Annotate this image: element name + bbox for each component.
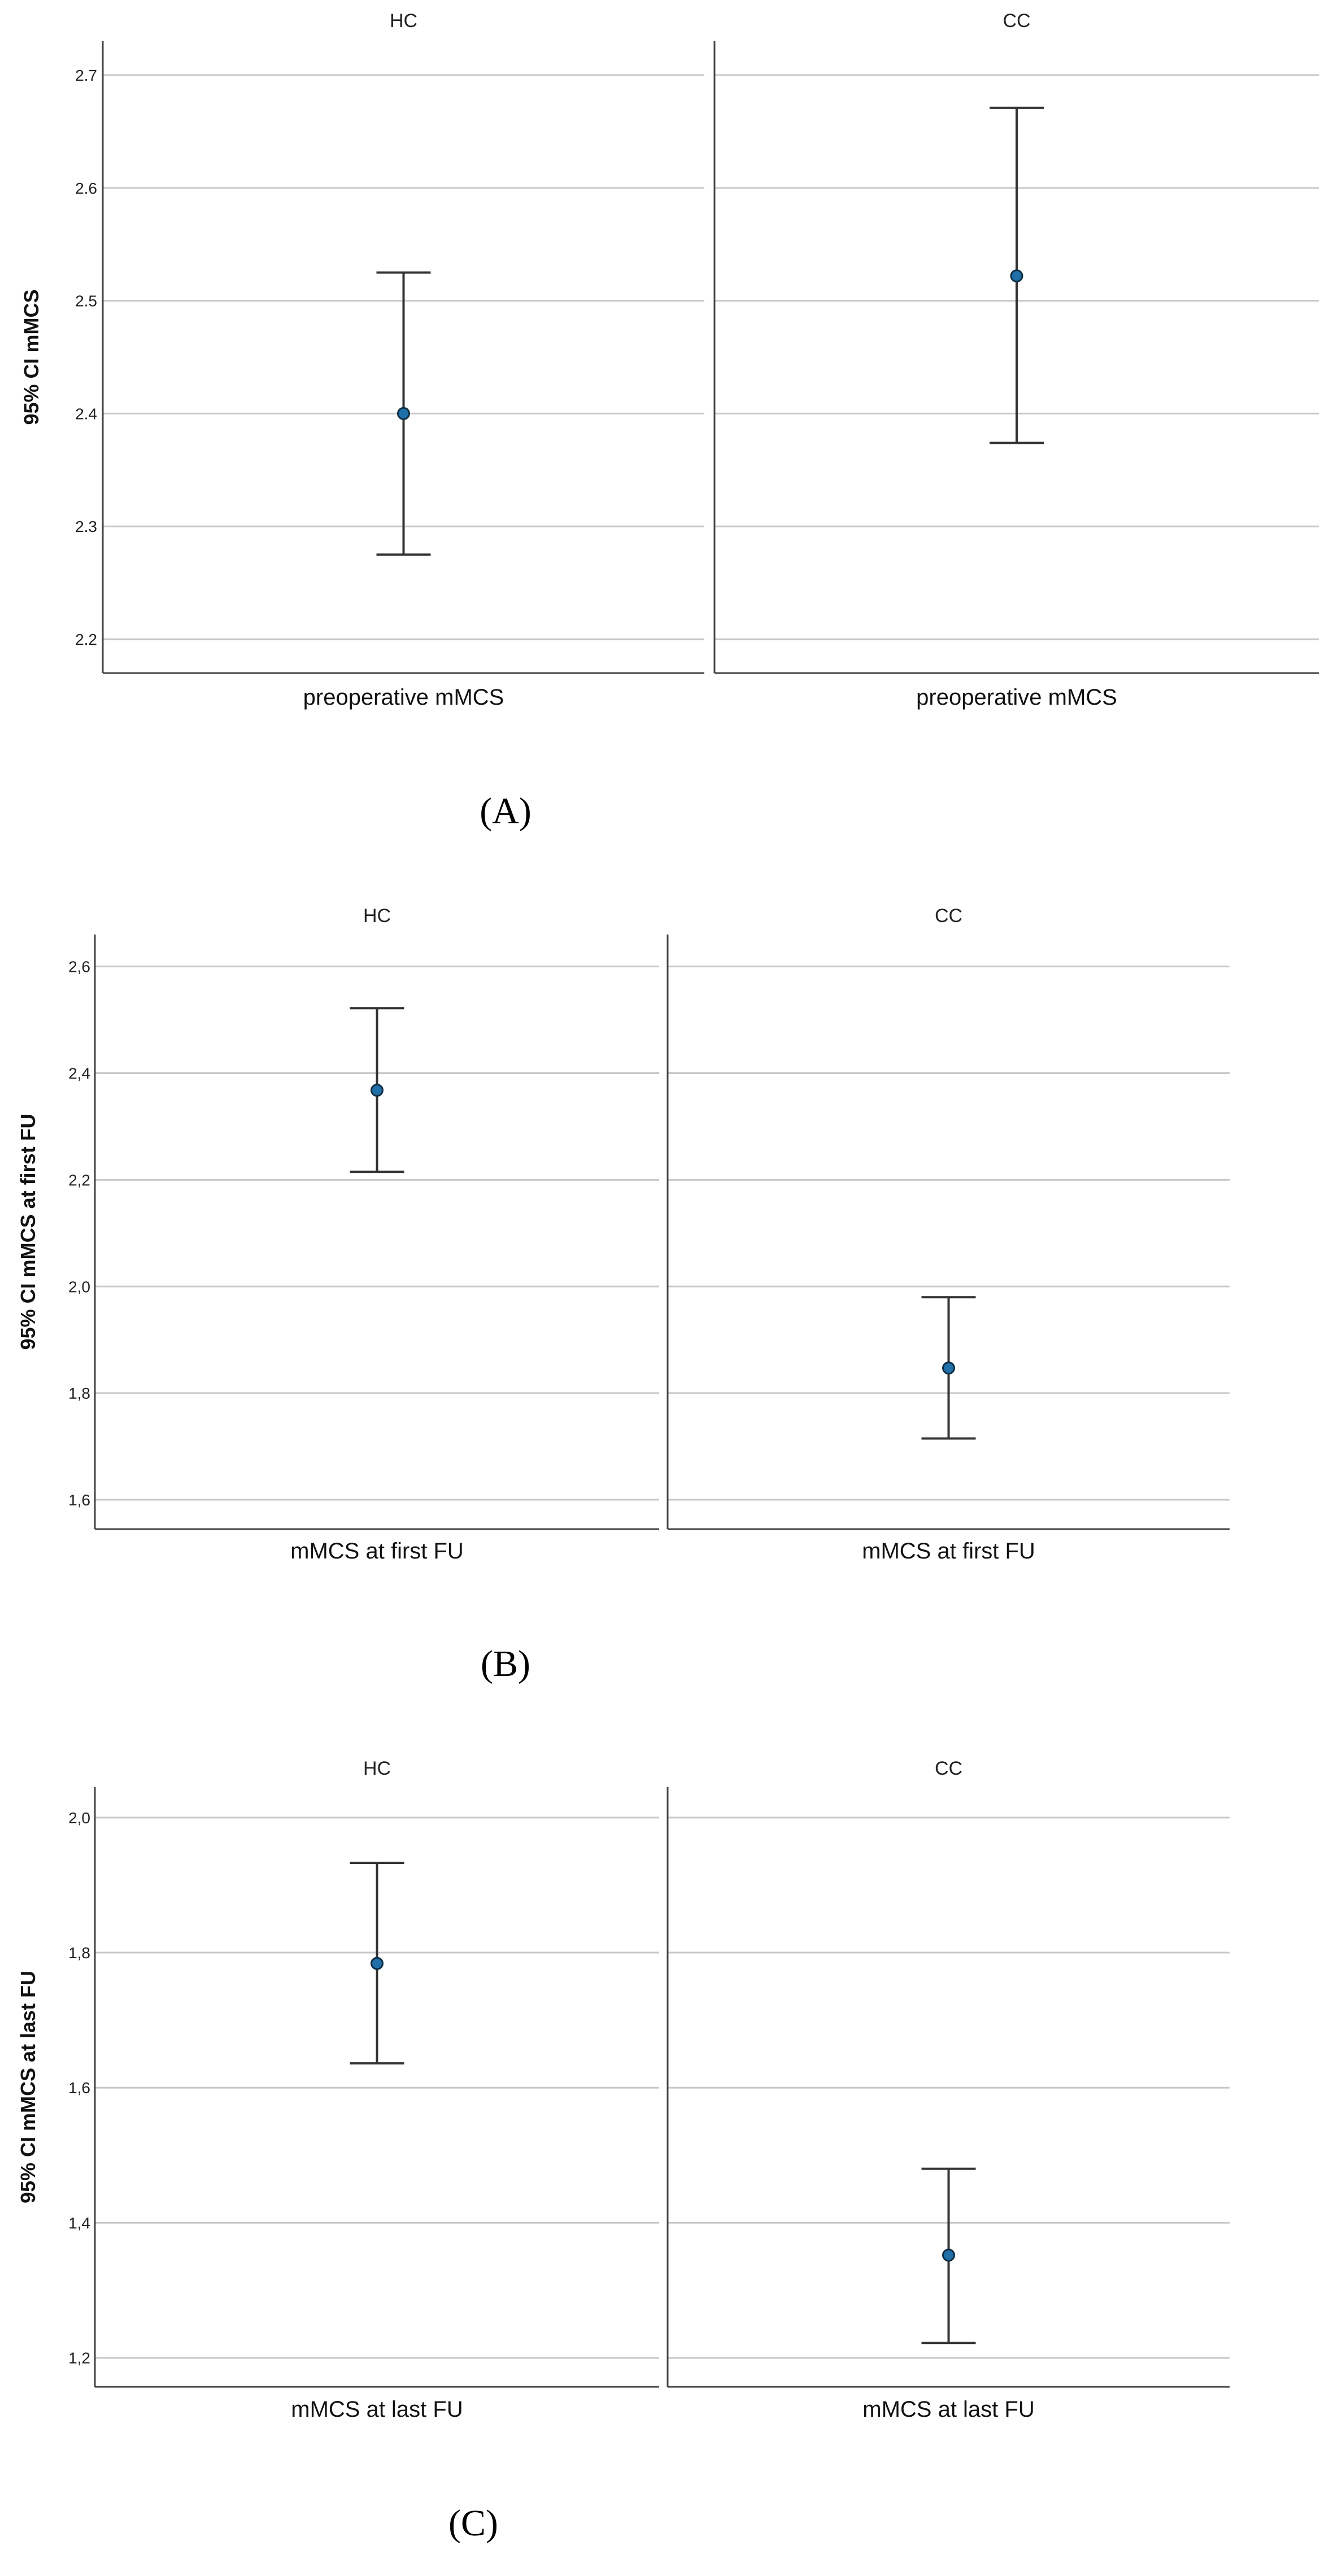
mean-point [1010, 269, 1023, 283]
mean-point [942, 1361, 955, 1375]
panel-cc: CC mMCS at first FU [666, 905, 1230, 1564]
panel-title: HC [390, 10, 417, 32]
y-tick-label: 1,2 [68, 2350, 90, 2367]
x-axis-label: mMCS at last FU [291, 2397, 463, 2422]
panel-title: HC [363, 1758, 391, 1779]
panel-title: CC [935, 1758, 962, 1779]
y-tick-label: 1,4 [68, 2214, 90, 2232]
x-axis-label: preoperative mMCS [916, 685, 1117, 710]
mean-point [371, 1084, 384, 1097]
panel-caption: (B) [481, 1643, 530, 1684]
panel-hc: HC mMCS at first FU [94, 905, 659, 1564]
panel-cc: CC preoperative mMCS [713, 10, 1319, 710]
panel-caption: (C) [448, 2503, 498, 2544]
y-tick-label: 2.7 [75, 67, 97, 84]
chart-a: HC preoperative mMCS CC preoperative mMCS 2.… [20, 10, 1319, 832]
y-tick-label: 2,4 [68, 1065, 90, 1082]
x-axis-label: mMCS at first FU [290, 1539, 464, 1564]
panel-title: CC [935, 905, 962, 927]
chart-c: HC mMCS at last FU CC mMCS at last FU 1,2 1,4… [16, 1758, 1230, 2544]
panel-hc: HC preoperative mMCS [102, 10, 704, 710]
mean-point [397, 407, 410, 420]
y-tick-label: 2,6 [68, 958, 90, 976]
y-tick-label: 2.5 [75, 292, 97, 310]
mean-point [371, 1957, 384, 1970]
y-tick-label: 2.6 [75, 180, 97, 197]
y-tick-label: 2,0 [68, 1809, 90, 1827]
panel-hc: HC mMCS at last FU [94, 1758, 659, 2422]
y-axis-label: 95% CI mMCS [20, 289, 43, 425]
y-axis-label: 95% CI mMCS at last FU [16, 1971, 40, 2203]
panel-caption: (A) [480, 791, 531, 832]
x-axis-label: mMCS at last FU [862, 2397, 1034, 2422]
x-axis-label: preoperative mMCS [303, 685, 504, 710]
chart-b: HC mMCS at first FU CC mMCS at first FU 1,6 1… [16, 905, 1230, 1684]
y-tick-label: 1,8 [68, 1944, 90, 1962]
panel-title: HC [363, 905, 391, 927]
y-tick-label: 1,6 [68, 1491, 90, 1509]
x-axis-label: mMCS at first FU [862, 1539, 1035, 1564]
y-tick-label: 2,2 [68, 1171, 90, 1189]
y-tick-label: 1,8 [68, 1385, 90, 1402]
y-tick-label: 2.2 [75, 631, 97, 648]
y-tick-label: 1,6 [68, 2079, 90, 2097]
mean-point [942, 2248, 955, 2262]
panel-title: CC [1003, 10, 1030, 32]
y-tick-label: 2.3 [75, 518, 97, 535]
y-tick-label: 2.4 [75, 405, 97, 422]
y-tick-label: 2,0 [68, 1278, 90, 1295]
y-axis-label: 95% CI mMCS at first FU [16, 1114, 40, 1350]
panel-cc: CC mMCS at last FU [666, 1758, 1230, 2422]
